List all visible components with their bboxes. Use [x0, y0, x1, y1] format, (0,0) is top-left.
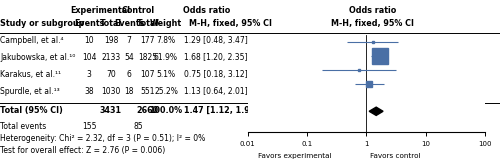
Text: Odds ratio: Odds ratio: [183, 6, 230, 15]
Text: 10: 10: [84, 36, 94, 45]
Text: 61.9%: 61.9%: [154, 53, 178, 62]
Text: 1030: 1030: [102, 87, 120, 96]
Text: Karakus, et al.¹¹: Karakus, et al.¹¹: [0, 70, 61, 79]
Text: 104: 104: [82, 53, 96, 62]
Text: 155: 155: [82, 122, 96, 131]
Text: Weight: Weight: [150, 19, 182, 28]
Text: 1.68 [1.20, 2.35]: 1.68 [1.20, 2.35]: [184, 53, 248, 62]
Text: 54: 54: [124, 53, 134, 62]
Text: 38: 38: [84, 87, 94, 96]
Text: Total: Total: [136, 19, 158, 28]
Text: Odds ratio: Odds ratio: [349, 6, 396, 15]
Text: 551: 551: [140, 87, 155, 96]
Text: 1.13 [0.64, 2.01]: 1.13 [0.64, 2.01]: [184, 87, 248, 96]
Text: 177: 177: [140, 36, 155, 45]
Text: 0.75 [0.18, 3.12]: 0.75 [0.18, 3.12]: [184, 70, 248, 79]
Text: Total (95% CI): Total (95% CI): [0, 106, 63, 115]
Text: Test for overall effect: Z = 2.76 (P = 0.006): Test for overall effect: Z = 2.76 (P = 0…: [0, 146, 165, 155]
Text: Study or subgroup: Study or subgroup: [0, 19, 84, 28]
Text: 100.0%: 100.0%: [150, 106, 182, 115]
Text: M-H, fixed, 95% CI: M-H, fixed, 95% CI: [189, 19, 272, 28]
Text: 1825: 1825: [138, 53, 157, 62]
Text: Experimental: Experimental: [70, 6, 130, 15]
Text: 85: 85: [133, 122, 143, 131]
Text: 7: 7: [126, 36, 132, 45]
Text: 3: 3: [86, 70, 92, 79]
Text: Favors experimental: Favors experimental: [258, 153, 332, 159]
Text: 5.1%: 5.1%: [156, 70, 176, 79]
Text: Jakubowska, et al.¹⁰: Jakubowska, et al.¹⁰: [0, 53, 76, 62]
Text: Favors control: Favors control: [370, 153, 420, 159]
Text: 1.29 [0.48, 3.47]: 1.29 [0.48, 3.47]: [184, 36, 248, 45]
Text: 1.47 [1.12, 1.92]: 1.47 [1.12, 1.92]: [184, 106, 259, 115]
Text: Spurdle, et al.¹³: Spurdle, et al.¹³: [0, 87, 60, 96]
Text: Heterogeneity: Chi² = 2.32, df = 3 (P = 0.51); I² = 0%: Heterogeneity: Chi² = 2.32, df = 3 (P = …: [0, 134, 206, 143]
Text: 7.8%: 7.8%: [156, 36, 176, 45]
Text: 25.2%: 25.2%: [154, 87, 178, 96]
Text: Control: Control: [122, 6, 155, 15]
Text: Events: Events: [74, 19, 104, 28]
Text: 6: 6: [126, 70, 132, 79]
Text: 107: 107: [140, 70, 155, 79]
Text: Campbell, et al.⁴: Campbell, et al.⁴: [0, 36, 64, 45]
Text: 2133: 2133: [102, 53, 120, 62]
Text: Events: Events: [114, 19, 144, 28]
Text: 18: 18: [124, 87, 134, 96]
Polygon shape: [369, 107, 383, 115]
Text: 70: 70: [106, 70, 116, 79]
Text: Total: Total: [100, 19, 122, 28]
Text: M-H, fixed, 95% CI: M-H, fixed, 95% CI: [331, 19, 414, 28]
Text: 3431: 3431: [100, 106, 122, 115]
Text: Total events: Total events: [0, 122, 46, 131]
Text: 2660: 2660: [136, 106, 158, 115]
Text: 198: 198: [104, 36, 118, 45]
